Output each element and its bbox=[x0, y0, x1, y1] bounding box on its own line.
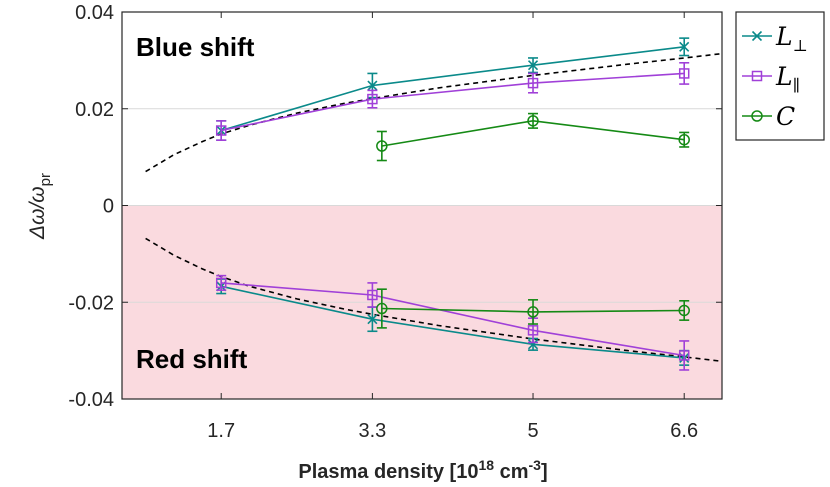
y-axis-title-sub: pr bbox=[37, 173, 54, 186]
data-point-c-blue bbox=[678, 133, 690, 146]
data-point-l-par-red bbox=[367, 289, 378, 301]
y-axis-title-main: Δω/ω bbox=[26, 186, 49, 240]
legend: L⊥L∥C bbox=[735, 11, 825, 141]
annotation-red-shift: Red shift bbox=[136, 344, 248, 374]
data-point-l-par-red bbox=[215, 277, 227, 289]
series-line-l-par-red bbox=[221, 282, 685, 357]
error-bar-l-par-blue bbox=[367, 89, 378, 109]
data-point-c-red bbox=[678, 304, 690, 317]
x-tick-label: 1.7 bbox=[207, 420, 235, 442]
data-point-l-perp-blue bbox=[527, 60, 539, 71]
fit-curves bbox=[145, 52, 723, 363]
y-tick-label: -0.02 bbox=[68, 292, 114, 314]
error-bar-l-par-red bbox=[367, 282, 378, 308]
data-point-l-par-blue bbox=[527, 77, 539, 89]
y-tick-label: 0.02 bbox=[75, 99, 114, 121]
x-axis-title-unit: cm bbox=[494, 461, 528, 483]
fit-curve-lower bbox=[145, 237, 723, 363]
axes bbox=[121, 11, 723, 400]
x-axis-title: Plasma density [1018 cm-3] bbox=[298, 457, 547, 483]
series-line-l-perp-red bbox=[221, 285, 685, 359]
x-axis-title-unit-sup: -3 bbox=[529, 457, 542, 473]
legend-marker-stroke-b bbox=[751, 30, 763, 42]
series-line-l-perp-blue bbox=[220, 46, 685, 132]
data-point-l-perp-blue-stroke-b bbox=[679, 41, 690, 52]
error-bar-c-red bbox=[376, 288, 387, 329]
data-point-l-perp-blue bbox=[367, 80, 378, 91]
data-point-l-perp-blue-stroke-b bbox=[367, 80, 378, 91]
data-series bbox=[215, 37, 690, 371]
legend-item-c: C bbox=[742, 102, 795, 131]
legend-label: C bbox=[776, 102, 795, 131]
annotation-blue-shift: Blue shift bbox=[136, 32, 255, 62]
data-point-l-perp-blue bbox=[679, 41, 690, 52]
data-point-l-par-red bbox=[527, 325, 539, 336]
legend-marker bbox=[751, 110, 763, 122]
legend-label-main: L bbox=[775, 62, 793, 91]
legend-item-l-par: L∥ bbox=[742, 62, 800, 95]
legend-marker bbox=[751, 30, 763, 42]
data-point-l-perp-red-stroke-b bbox=[527, 339, 539, 350]
error-bar-c-blue bbox=[376, 130, 387, 162]
x-tick-label: 5 bbox=[527, 420, 538, 442]
error-bar-l-par-blue bbox=[528, 72, 539, 94]
x-axis-title-main: Plasma density [10 bbox=[298, 461, 478, 483]
y-tick-label: 0.04 bbox=[75, 2, 114, 24]
data-point-l-par-blue bbox=[215, 125, 227, 136]
data-point-c-blue bbox=[376, 140, 388, 152]
legend-label-main: C bbox=[776, 102, 795, 131]
x-tick-label: 3.3 bbox=[358, 420, 386, 442]
error-bar-c-red bbox=[679, 299, 690, 321]
data-point-l-perp-red bbox=[367, 314, 378, 325]
series-c bbox=[376, 112, 690, 329]
x-axis-title-end: ] bbox=[541, 461, 548, 483]
legend-marker bbox=[751, 70, 763, 82]
data-point-l-perp-red-stroke-b bbox=[367, 314, 378, 325]
x-axis-title-sup: 18 bbox=[478, 457, 494, 473]
fit-curve-upper bbox=[145, 52, 723, 173]
data-point-c-red bbox=[527, 306, 539, 318]
legend-label-sub: ⊥ bbox=[793, 36, 808, 55]
data-point-c-red bbox=[376, 302, 388, 315]
y-tick-label: 0 bbox=[103, 196, 114, 218]
error-bar-c-red bbox=[528, 299, 539, 325]
legend-label-sub: ∥ bbox=[793, 76, 800, 95]
legend-label: L⊥ bbox=[775, 22, 808, 55]
error-bar-l-par-blue bbox=[216, 120, 227, 141]
data-point-l-par-red bbox=[678, 350, 690, 361]
legend-label-main: L bbox=[775, 22, 793, 51]
data-point-l-perp-blue-stroke-b bbox=[527, 60, 539, 71]
series-line-l-par-blue bbox=[221, 72, 685, 132]
y-tick-label: -0.04 bbox=[68, 389, 114, 411]
data-point-l-par-blue bbox=[367, 93, 378, 105]
data-point-l-par-blue bbox=[678, 68, 690, 79]
tick-labels: 1.7 3.3 5 6.6 -0.04 -0.02 0 0.02 0.04 bbox=[68, 2, 698, 442]
data-point-l-perp-red bbox=[527, 339, 539, 350]
legend-label: L∥ bbox=[775, 62, 800, 95]
x-tick-label: 6.6 bbox=[670, 420, 698, 442]
legend-item-l-perp: L⊥ bbox=[742, 22, 808, 55]
data-point-c-blue bbox=[527, 115, 539, 127]
error-bar-l-par-blue bbox=[679, 61, 690, 85]
y-axis-title: Δω/ωpr bbox=[26, 173, 54, 240]
series-l-par bbox=[215, 61, 690, 371]
error-bar-l-par-red bbox=[679, 340, 690, 371]
